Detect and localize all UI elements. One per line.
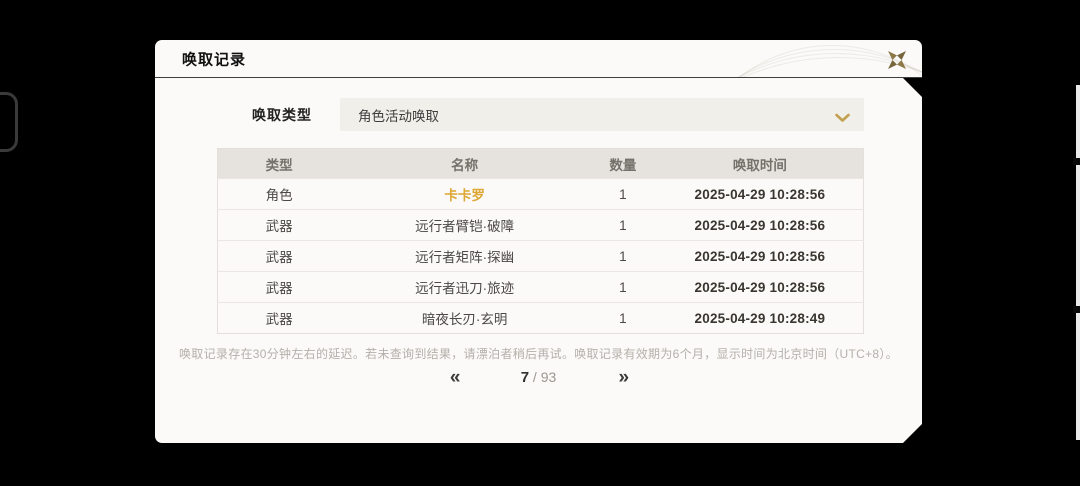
cell-name: 远行者矩阵·探幽 [340, 240, 589, 272]
cell-quantity: 1 [588, 302, 657, 334]
current-page-number: 7 [520, 369, 530, 386]
convene-records-dialog: 唤取记录 唤取类型 角色活动唤取 [155, 40, 922, 443]
cell-time: 2025-04-29 10:28:49 [656, 302, 864, 334]
dropdown-selected-value: 角色活动唤取 [358, 108, 439, 124]
cell-quantity: 1 [588, 271, 657, 303]
cell-time: 2025-04-29 10:28:56 [656, 240, 864, 272]
column-header-name: 名称 [340, 148, 589, 179]
cell-type: 武器 [217, 240, 341, 272]
dialog-title: 唤取记录 [182, 51, 247, 68]
cell-time: 2025-04-29 10:28:56 [656, 209, 864, 241]
cell-quantity: 1 [588, 178, 657, 210]
table-row: 武器 暗夜长刃·玄明 1 2025-04-29 10:28:49 [217, 302, 864, 334]
right-edge-panel-artifact [1076, 85, 1080, 440]
cell-time: 2025-04-29 10:28:56 [656, 271, 864, 303]
next-page-button[interactable]: » [613, 366, 634, 389]
close-icon [885, 48, 909, 72]
cell-type: 角色 [217, 178, 341, 210]
table-row: 武器 远行者迅刀·旅迹 1 2025-04-29 10:28:56 [217, 271, 864, 303]
chevron-down-icon [835, 110, 850, 122]
column-header-quantity: 数量 [588, 148, 657, 179]
close-button[interactable] [883, 46, 910, 73]
column-header-type: 类型 [217, 148, 341, 179]
filter-row: 唤取类型 角色活动唤取 [155, 98, 922, 131]
right-edge-tick [1073, 158, 1080, 165]
cell-time: 2025-04-29 10:28:56 [656, 178, 864, 210]
cell-name: 远行者臂铠·破障 [340, 209, 589, 241]
page-indicator: 7 / 93 [513, 369, 565, 386]
cell-name: 卡卡罗 [340, 178, 589, 210]
page-separator: / [529, 369, 541, 385]
right-edge-tick [1073, 306, 1080, 313]
cell-quantity: 1 [588, 240, 657, 272]
table-row: 角色 卡卡罗 1 2025-04-29 10:28:56 [217, 178, 864, 210]
cell-type: 武器 [217, 209, 341, 241]
convene-records-table: 类型 名称 数量 唤取时间 角色 卡卡罗 1 2025-04-29 10:28:… [217, 148, 864, 334]
prev-page-button[interactable]: « [444, 366, 465, 389]
cell-type: 武器 [217, 302, 341, 334]
convene-type-dropdown[interactable]: 角色活动唤取 [340, 98, 864, 131]
dialog-header: 唤取记录 [155, 40, 922, 78]
cell-name: 远行者迅刀·旅迹 [340, 271, 589, 303]
cell-quantity: 1 [588, 209, 657, 241]
left-edge-bracket-artifact [0, 92, 18, 152]
table-header-row: 类型 名称 数量 唤取时间 [217, 148, 864, 179]
delay-notice-text: 唤取记录存在30分钟左右的延迟。若未查询到结果，请漂泊者稍后再试。唤取记录有效期… [179, 347, 898, 361]
pagination: « 7 / 93 » [155, 366, 922, 389]
table-row: 武器 远行者臂铠·破障 1 2025-04-29 10:28:56 [217, 209, 864, 241]
cell-name: 暗夜长刃·玄明 [340, 302, 589, 334]
table-row: 武器 远行者矩阵·探幽 1 2025-04-29 10:28:56 [217, 240, 864, 272]
filter-label: 唤取类型 [252, 106, 312, 123]
total-pages: 93 [540, 369, 557, 385]
column-header-time: 唤取时间 [656, 148, 864, 179]
cell-type: 武器 [217, 271, 341, 303]
